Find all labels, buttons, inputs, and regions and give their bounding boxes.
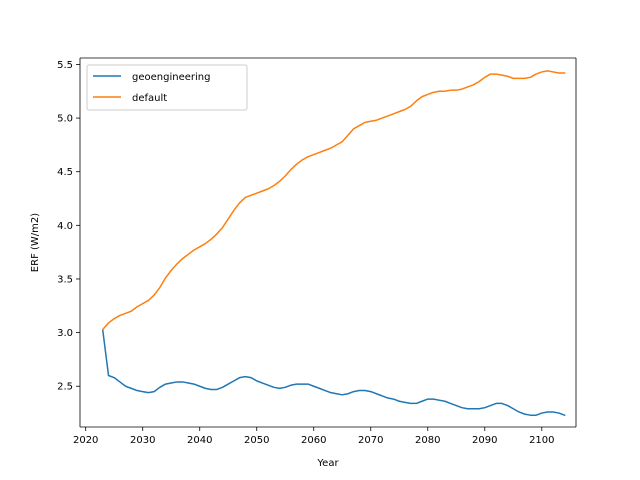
x-tick-label: 2080 bbox=[415, 435, 440, 446]
x-axis-ticks: 2020 2030 2040 2050 2060 2070 2080 2090 2100 bbox=[73, 427, 555, 446]
y-tick-label: 5.5 bbox=[57, 60, 73, 71]
legend-box bbox=[86, 64, 248, 111]
plot-area bbox=[80, 58, 576, 427]
axes-frame bbox=[79, 57, 577, 428]
x-tick-label: 2100 bbox=[529, 435, 554, 446]
y-tick-label: 4.0 bbox=[57, 221, 73, 232]
legend: geoengineering default bbox=[86, 64, 248, 111]
x-tick-label: 2050 bbox=[244, 435, 269, 446]
axes-background bbox=[80, 58, 576, 427]
series-layer bbox=[101, 70, 566, 417]
series-line-default bbox=[101, 70, 566, 331]
x-axis-label: Year bbox=[316, 458, 339, 469]
y-axis-label: ERF (W/m2) bbox=[30, 213, 41, 272]
series-line-geoengineering bbox=[101, 329, 566, 417]
y-tick-label: 2.5 bbox=[57, 382, 73, 393]
x-tick-label: 2030 bbox=[130, 435, 155, 446]
x-tick-label: 2040 bbox=[187, 435, 212, 446]
x-tick-label: 2070 bbox=[358, 435, 383, 446]
x-tick-label: 2060 bbox=[301, 435, 326, 446]
y-tick-label: 4.5 bbox=[57, 167, 73, 178]
legend-label-default: default bbox=[132, 93, 167, 104]
y-axis-ticks: 2.5 3.0 3.5 4.0 4.5 5.0 5.5 bbox=[57, 60, 80, 393]
y-tick-label: 3.0 bbox=[57, 328, 73, 339]
x-tick-label: 2090 bbox=[472, 435, 497, 446]
y-tick-label: 3.5 bbox=[57, 274, 73, 285]
x-tick-label: 2020 bbox=[73, 435, 98, 446]
y-tick-label: 5.0 bbox=[57, 114, 73, 125]
legend-label-geoengineering: geoengineering bbox=[132, 72, 210, 83]
